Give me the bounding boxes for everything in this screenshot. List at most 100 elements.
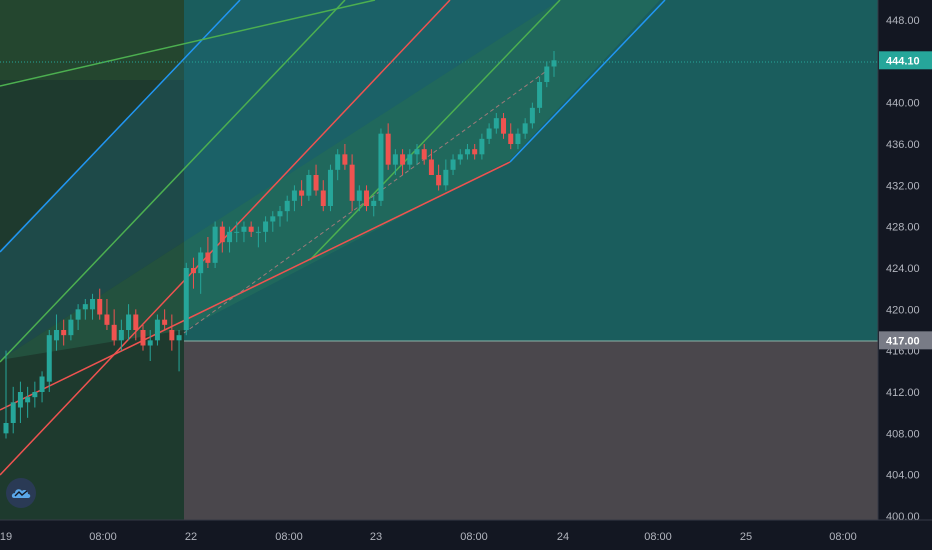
candle-body — [97, 299, 103, 315]
fan-line-green-2 — [309, 0, 561, 261]
zone-loss-gray — [184, 341, 878, 520]
candle-body — [111, 324, 117, 341]
price-labels: 444.10 417.00 — [879, 51, 932, 350]
candle-body — [68, 319, 74, 336]
candle-body — [306, 175, 312, 196]
candle-body — [277, 211, 283, 217]
candle-body — [32, 392, 38, 398]
candle-body — [234, 231, 240, 233]
candle-body — [219, 226, 225, 243]
candle-body — [364, 190, 370, 206]
candle-body — [544, 66, 550, 82]
candle-body — [515, 133, 521, 144]
candle-body — [486, 128, 492, 139]
candle-body — [255, 231, 261, 233]
x-tick-label: 19 — [0, 531, 12, 543]
candle-body — [75, 309, 81, 320]
cloud-icon — [11, 489, 31, 498]
candle-body — [464, 149, 470, 155]
candle-body — [263, 221, 269, 232]
fan-line-red-1 — [0, 0, 451, 476]
x-tick-label: 23 — [370, 531, 382, 543]
candle-body — [25, 397, 31, 403]
candle-body — [291, 190, 297, 201]
candle-body — [3, 423, 9, 434]
price-label: 444.10 — [886, 55, 920, 67]
y-tick-label: 420.00 — [886, 304, 920, 316]
fan-line-green-1 — [0, 0, 346, 363]
candle-body — [443, 169, 449, 186]
x-tick-label: 22 — [185, 531, 197, 543]
y-tick-label: 428.00 — [886, 222, 920, 234]
candle-body — [190, 268, 196, 274]
candle-body — [436, 175, 442, 186]
candle-body — [39, 376, 45, 392]
candle-body — [493, 118, 499, 129]
candle-body — [118, 330, 124, 341]
candle-body — [327, 169, 333, 206]
candle-body — [198, 252, 204, 274]
x-tick-label: 08:00 — [275, 531, 303, 543]
x-tick-label: 08:00 — [460, 531, 488, 543]
price-label-box — [879, 331, 932, 350]
candle-body — [385, 133, 391, 165]
candle-body — [212, 226, 218, 263]
candles-group — [3, 51, 557, 439]
candle-body — [82, 304, 88, 310]
candle-body — [479, 138, 485, 155]
candle-body — [508, 133, 514, 144]
candle-body — [183, 268, 189, 330]
price-label: 417.00 — [886, 335, 920, 347]
tradingview-cloud-icon[interactable] — [6, 478, 36, 508]
candle-body — [133, 314, 139, 330]
candle-body — [162, 319, 168, 325]
price-axis[interactable] — [878, 0, 932, 520]
y-tick-label: 448.00 — [886, 15, 920, 27]
y-tick-label: 424.00 — [886, 263, 920, 275]
candle-body — [371, 200, 377, 206]
candle-body — [356, 190, 362, 201]
candle-body — [407, 154, 413, 165]
candle-body — [104, 314, 110, 325]
candle-body — [529, 107, 535, 124]
y-tick-label: 440.00 — [886, 98, 920, 110]
candle-body — [53, 330, 59, 341]
x-tick-label: 08:00 — [89, 531, 117, 543]
candle-body — [147, 340, 153, 346]
candle-body — [537, 82, 543, 108]
candle-body — [205, 252, 211, 263]
fan-line-blue-2 — [509, 0, 666, 163]
y-tick-label: 432.00 — [886, 180, 920, 192]
x-tick-label: 08:00 — [829, 531, 857, 543]
candle-body — [522, 123, 528, 134]
candle-body — [248, 226, 254, 232]
time-axis[interactable] — [0, 520, 932, 550]
candle-body — [126, 314, 132, 330]
candle-body — [450, 159, 456, 170]
candle-body — [501, 118, 507, 134]
zone-left-dark-green — [0, 0, 184, 520]
candle-body — [169, 330, 175, 341]
candle-body — [313, 175, 319, 191]
y-tick-label: 408.00 — [886, 428, 920, 440]
candle-body — [421, 149, 427, 160]
candle-body — [320, 190, 326, 206]
candle-body — [284, 200, 290, 212]
y-tick-label: 436.00 — [886, 139, 920, 151]
zone-top-left-green — [0, 0, 184, 80]
x-tick-label: 08:00 — [644, 531, 672, 543]
candle-body — [46, 335, 52, 382]
y-tick-labels: 448.00444.00440.00436.00432.00428.00424.… — [886, 15, 920, 523]
candle-body — [140, 330, 146, 346]
y-tick-label: 412.00 — [886, 387, 920, 399]
y-tick-label: 404.00 — [886, 470, 920, 482]
candle-body — [551, 60, 557, 67]
fan-line-red-2 — [0, 161, 511, 411]
candle-body — [270, 216, 276, 222]
zone-profit-teal — [184, 0, 878, 341]
candle-body — [61, 330, 67, 336]
x-tick-labels: 19 08:00 22 08:00 23 08:00 24 08:00 25 08:00 — [0, 531, 857, 543]
candle-body — [154, 319, 160, 341]
candle-body — [241, 226, 247, 232]
